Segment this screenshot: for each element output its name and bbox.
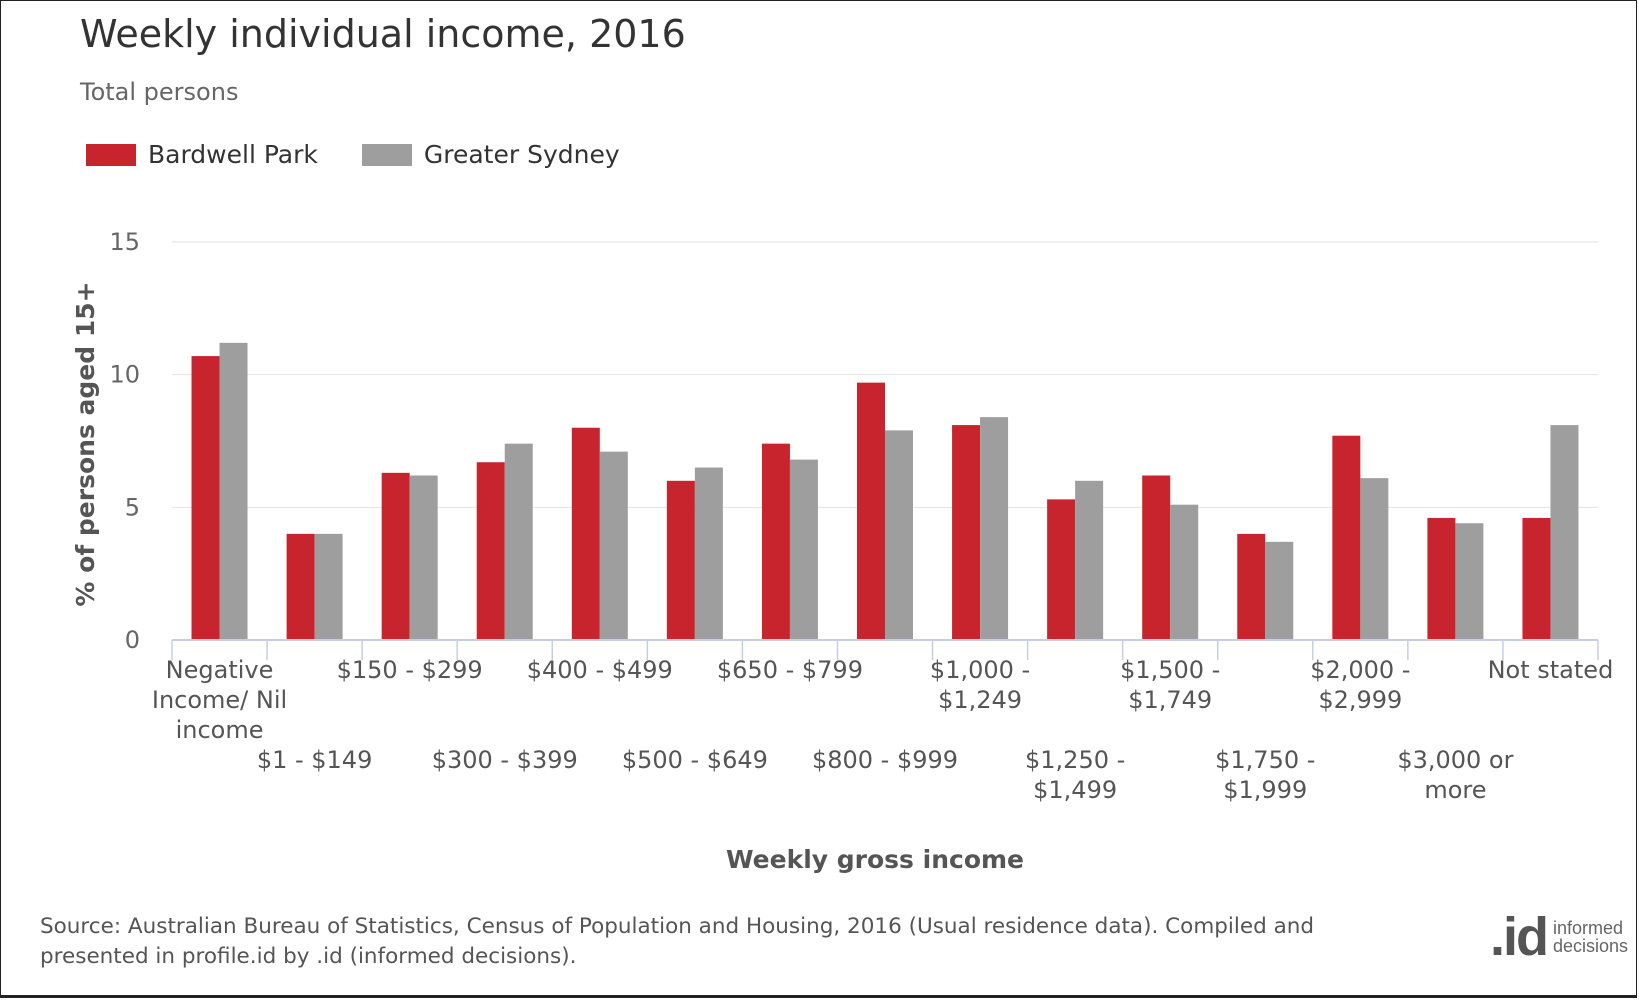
bar-greater-sydney [504, 443, 533, 640]
bar-greater-sydney [1550, 425, 1579, 640]
x-tick-label: Negative Income/ Nil income [152, 656, 287, 744]
x-tick-label: $1,000 -$1,249 [930, 656, 1030, 714]
x-tick-label: $650 - $799 [717, 656, 863, 684]
legend-label-bardwell-park: Bardwell Park [148, 140, 318, 169]
bar-bardwell-park [1427, 517, 1456, 640]
logo-text-line2: decisions [1553, 936, 1629, 956]
legend-item-greater-sydney[interactable]: Greater Sydney [361, 140, 620, 169]
x-axis-title: Weekly gross income [726, 845, 1024, 874]
y-axis-title: % of persons aged 15+ [71, 281, 100, 606]
logo-text: informed decisions [1553, 919, 1628, 955]
x-tick-label: $400 - $499 [527, 656, 673, 684]
legend-label-greater-sydney: Greater Sydney [423, 140, 620, 169]
x-tick-label: $300 - $399 [432, 746, 578, 774]
bar-greater-sydney [885, 430, 913, 640]
bar-bardwell-park [1047, 499, 1076, 640]
x-tick-label: $1,500 -$1,749 [1120, 656, 1220, 714]
bar-bardwell-park [857, 382, 885, 640]
x-tick-label: $500 - $649 [622, 746, 768, 774]
x-tick-label: $3,000 or more [1397, 746, 1513, 804]
bar-bardwell-park [1237, 533, 1266, 640]
bar-bardwell-park [952, 425, 981, 640]
bar-greater-sydney [1360, 478, 1389, 640]
x-tick-label: Not stated [1488, 656, 1614, 684]
chart-legend: Bardwell Park Greater Sydney [86, 140, 664, 169]
y-tick-label: 0 [125, 626, 140, 654]
bar-greater-sydney [1075, 480, 1104, 640]
bar-greater-sydney [1455, 523, 1484, 640]
bar-greater-sydney [599, 451, 628, 640]
id-logo: .id informed decisions [1490, 906, 1628, 968]
logo-mark: .id [1490, 907, 1549, 967]
x-tick-label: $150 - $299 [337, 656, 483, 684]
bar-bardwell-park [1142, 475, 1171, 640]
bar-greater-sydney [409, 475, 438, 640]
bar-bardwell-park [1522, 517, 1551, 640]
bar-bardwell-park [571, 427, 600, 640]
bar-greater-sydney [314, 533, 343, 640]
source-note: Source: Australian Bureau of Statistics,… [40, 914, 1315, 969]
bar-bardwell-park [286, 533, 315, 640]
legend-swatch-greater-sydney [361, 143, 412, 166]
bar-greater-sydney [980, 417, 1009, 640]
y-tick-label: 5 [125, 493, 140, 521]
chart-title: Weekly individual income, 2016 [80, 12, 686, 56]
bar-greater-sydney [219, 342, 248, 640]
x-tick-label: $1,250 -$1,499 [1025, 746, 1125, 804]
logo-text-line1: informed [1553, 918, 1624, 938]
bar-greater-sydney [789, 459, 818, 640]
y-tick-label: 15 [109, 228, 140, 256]
bar-greater-sydney [1265, 541, 1294, 640]
bar-bardwell-park [761, 443, 790, 640]
bar-bardwell-park [476, 462, 505, 640]
bar-greater-sydney [694, 467, 723, 640]
bar-bardwell-park [381, 472, 410, 640]
x-tick-label: $1 - $149 [257, 746, 373, 774]
x-tick-label: $800 - $999 [812, 746, 958, 774]
x-tick-label: $2,000 -$2,999 [1310, 656, 1410, 714]
bar-bardwell-park [666, 480, 695, 640]
bar-greater-sydney [1170, 504, 1199, 640]
bar-bardwell-park [191, 356, 220, 640]
x-tick-label: $1,750 -$1,999 [1215, 746, 1315, 804]
legend-swatch-bardwell-park [86, 143, 136, 166]
chart-subtitle: Total persons [80, 78, 239, 106]
bar-bardwell-park [1332, 435, 1361, 640]
bar-chart: 0 5 10 15 Negative Income/ Nil income$1 - $149… [71, 228, 1614, 874]
legend-item-bardwell-park[interactable]: Bardwell Park [86, 140, 318, 169]
y-tick-label: 10 [109, 361, 140, 389]
